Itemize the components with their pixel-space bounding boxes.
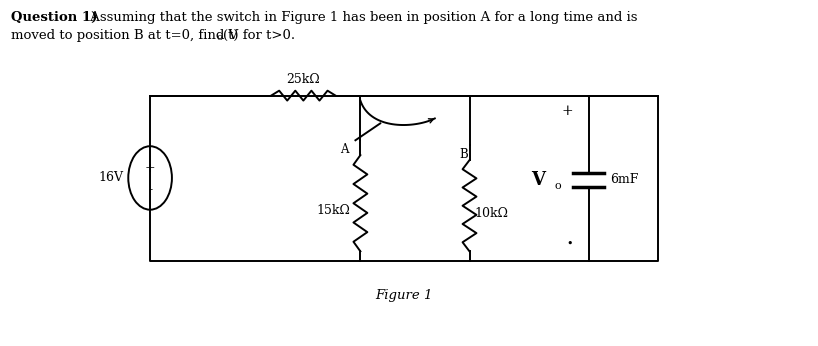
Text: (t) for t>0.: (t) for t>0. <box>222 29 294 42</box>
Text: 10kΩ: 10kΩ <box>474 207 509 220</box>
Text: o: o <box>555 181 561 191</box>
Text: Figure 1: Figure 1 <box>375 289 433 302</box>
Text: B: B <box>460 148 469 161</box>
Text: V: V <box>531 171 545 189</box>
Text: Question 1): Question 1) <box>11 11 97 24</box>
Text: Assuming that the switch in Figure 1 has been in position A for a long time and : Assuming that the switch in Figure 1 has… <box>86 11 637 24</box>
Text: +: + <box>145 162 155 174</box>
Text: A: A <box>340 143 348 156</box>
Text: +: + <box>562 104 573 118</box>
Text: 16V: 16V <box>98 172 124 184</box>
Text: •: • <box>566 238 573 248</box>
Text: 6mF: 6mF <box>610 173 639 186</box>
Text: -: - <box>148 183 152 197</box>
Text: o: o <box>217 33 222 42</box>
Text: moved to position B at t=0, find V: moved to position B at t=0, find V <box>11 29 239 42</box>
Text: 25kΩ: 25kΩ <box>286 73 320 86</box>
Text: 15kΩ: 15kΩ <box>317 204 350 217</box>
